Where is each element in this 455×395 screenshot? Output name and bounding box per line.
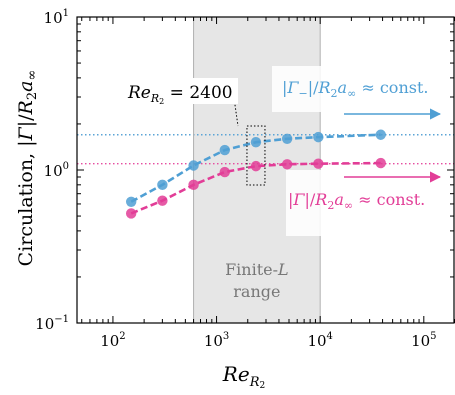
blue-annotation-background [272,66,452,112]
axes-layer: 102 103 104 105 10−1 100 101 [35,8,455,350]
pink-series-annotation: |Γ|/R2a∞ ≈ const. [288,190,425,212]
blue-series-point-7 [375,129,386,140]
callout-leader-line [232,90,239,127]
x-tick-label-10000: 104 [307,331,332,350]
y-tick-label-0.1: 10−1 [35,314,69,333]
blue-series-point-3 [219,144,230,156]
blue-series-point-1 [157,179,168,191]
blue-series-point-5 [281,133,293,144]
x-tick-label-1000: 103 [204,331,229,350]
re-2400-callout-label: ReR2 = 2400 [127,83,233,106]
finite-l-label-line1: Finite-L [225,260,289,279]
blue-series-point-6 [313,131,324,143]
y-tick-label-1: 100 [44,161,69,180]
blue-series-point-0 [125,196,137,207]
blue-series-point-2 [188,160,199,171]
finite-l-label-line2: range [233,282,280,301]
blue-series-point-4 [250,136,262,148]
blue-series-annotation: |Γ−|/R2a∞ ≈ const. [282,78,428,100]
pink-series-point-3 [219,166,230,178]
pink-series-point-1 [157,195,168,206]
callout-text-background [124,78,238,104]
series-layer [125,129,386,219]
pink-series-point-4 [250,160,262,172]
pink-annotation-background [286,170,452,236]
y-tick-label-10: 101 [44,8,69,27]
x-tick-label-100000: 105 [411,331,436,350]
x-tick-label-100: 102 [100,331,125,350]
pink-series-point-7 [375,157,386,169]
pink-series-point-6 [313,158,324,169]
pink-series-point-0 [125,208,137,219]
pink-series-point-5 [281,159,293,170]
y-axis-label: Circulation, |Γ|/R2a∞ [15,70,40,267]
pink-series-point-2 [188,179,199,191]
x-axis-label: ReR2 [222,362,265,391]
